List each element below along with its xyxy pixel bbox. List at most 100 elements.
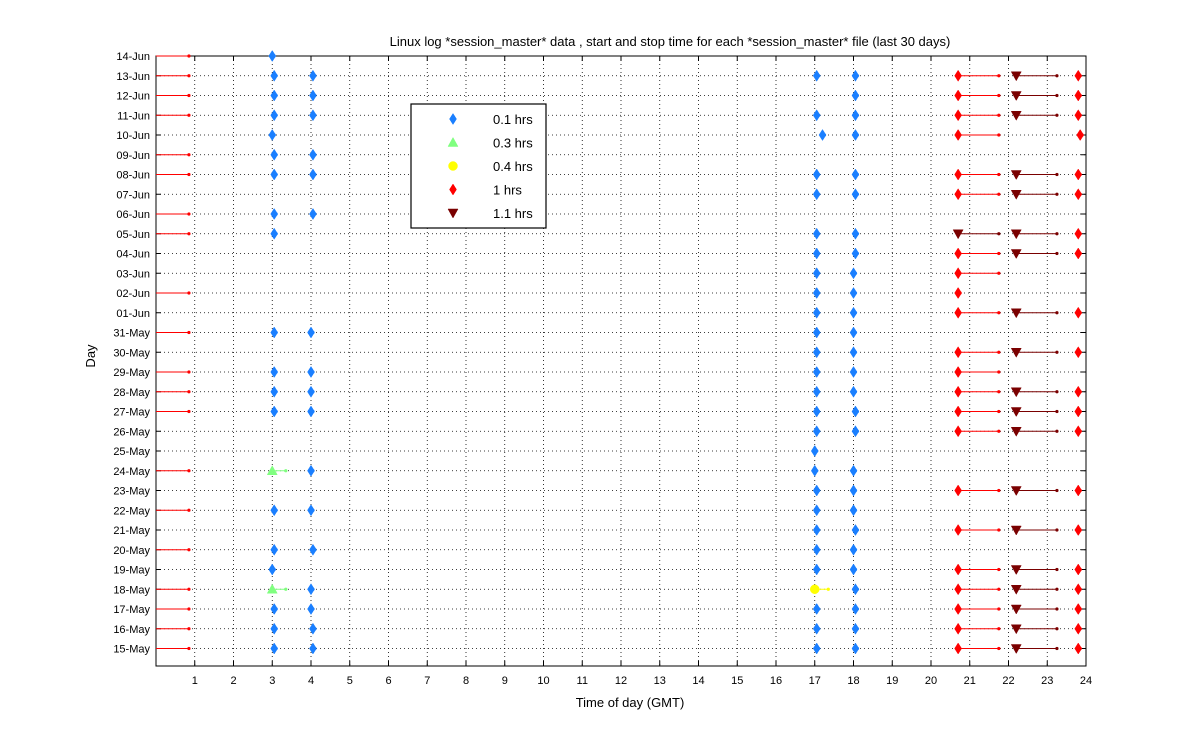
session-mark xyxy=(307,464,315,477)
x-tick-label: 15 xyxy=(731,675,743,687)
session-mark xyxy=(1010,71,1059,82)
session-start-marker xyxy=(812,188,821,201)
session-stop-point xyxy=(997,251,1001,256)
session-start-marker xyxy=(1010,190,1022,200)
session-mark xyxy=(1074,524,1083,536)
session-stop-point xyxy=(187,172,191,177)
legend: 0.1 hrs 0.3 hrs 0.4 hrs 1 hrs 1.1 hrs xyxy=(410,103,547,229)
session-start-marker xyxy=(266,583,278,594)
session-mark xyxy=(156,548,191,552)
session-mark xyxy=(1074,622,1083,635)
session-mark xyxy=(954,405,1001,418)
legend-label: 1.1 hrs xyxy=(493,206,533,221)
legend-marker xyxy=(449,183,457,196)
session-start-marker xyxy=(1010,486,1022,497)
session-mark xyxy=(812,326,821,339)
session-mark xyxy=(812,385,821,398)
session-start-marker xyxy=(849,306,858,319)
session-mark xyxy=(1010,249,1059,260)
session-stop-point xyxy=(997,113,1001,117)
session-mark xyxy=(156,607,191,611)
session-mark xyxy=(1074,168,1083,181)
session-mark xyxy=(952,229,1001,240)
session-start-marker xyxy=(812,484,821,497)
session-stop-point xyxy=(1055,311,1059,315)
session-mark xyxy=(156,370,191,374)
session-mark xyxy=(851,109,860,122)
session-mark xyxy=(812,603,821,615)
y-tick-label: 18-May xyxy=(113,584,150,596)
session-start-marker xyxy=(812,385,821,398)
session-start-marker xyxy=(954,267,962,280)
session-start-marker xyxy=(1010,525,1022,536)
session-mark xyxy=(954,642,1001,655)
session-mark xyxy=(1010,486,1059,497)
y-tick-label: 27-May xyxy=(113,407,150,419)
session-start-marker xyxy=(849,366,858,378)
session-mark xyxy=(1010,91,1059,102)
x-tick-label: 14 xyxy=(692,675,704,687)
session-mark xyxy=(812,168,821,181)
session-mark xyxy=(1074,642,1083,655)
session-start-marker xyxy=(1010,407,1022,418)
session-start-marker xyxy=(812,69,821,82)
x-tick-label: 12 xyxy=(615,675,627,687)
session-start-marker xyxy=(1010,170,1022,181)
session-mark xyxy=(307,326,315,339)
session-start-marker xyxy=(954,524,962,536)
y-tick-label: 24-May xyxy=(113,466,150,478)
session-start-marker xyxy=(309,208,317,220)
session-mark xyxy=(270,326,278,339)
session-mark xyxy=(307,385,315,398)
session-mark xyxy=(851,188,860,201)
session-mark xyxy=(309,109,317,122)
session-stop-point xyxy=(1055,232,1059,236)
session-mark xyxy=(849,484,858,497)
x-tick-label: 19 xyxy=(886,675,898,687)
session-start-marker xyxy=(270,109,278,122)
session-stop-point xyxy=(997,232,1001,236)
session-start-marker xyxy=(270,504,278,517)
session-start-marker xyxy=(954,109,962,122)
session-start-marker xyxy=(307,405,315,418)
session-mark xyxy=(1074,385,1083,398)
session-start-marker xyxy=(849,267,858,280)
session-start-marker xyxy=(1010,585,1022,595)
session-mark xyxy=(156,172,191,177)
session-stop-point xyxy=(997,350,1001,354)
session-mark xyxy=(851,583,860,596)
session-mark xyxy=(1074,563,1083,576)
session-mark xyxy=(156,587,191,591)
session-stop-point xyxy=(187,607,191,611)
session-start-marker xyxy=(812,267,821,280)
session-start-marker xyxy=(309,148,317,161)
session-mark xyxy=(1010,565,1059,576)
session-start-marker xyxy=(851,642,860,655)
session-mark xyxy=(954,425,1001,438)
session-stop-point xyxy=(1055,350,1059,354)
session-start-marker xyxy=(309,89,317,102)
session-start-marker xyxy=(270,89,278,102)
session-start-marker xyxy=(812,622,821,635)
x-tick-label: 4 xyxy=(308,675,314,687)
session-start-marker xyxy=(812,326,821,339)
session-start-marker xyxy=(268,50,277,62)
session-mark xyxy=(851,227,860,240)
session-start-marker xyxy=(849,484,858,497)
session-mark xyxy=(156,232,191,236)
session-start-marker xyxy=(309,69,317,82)
session-mark xyxy=(851,247,860,260)
session-mark xyxy=(156,330,191,335)
session-start-marker xyxy=(851,89,860,102)
session-start-marker xyxy=(268,563,277,576)
session-mark xyxy=(849,543,858,556)
session-start-marker xyxy=(818,129,827,141)
session-start-marker xyxy=(954,69,962,82)
session-mark xyxy=(156,390,191,394)
session-mark xyxy=(812,622,821,635)
session-mark xyxy=(812,227,821,240)
session-start-marker xyxy=(849,326,858,339)
session-start-marker xyxy=(1074,405,1083,418)
session-mark xyxy=(812,524,821,536)
session-start-marker xyxy=(1010,624,1022,635)
